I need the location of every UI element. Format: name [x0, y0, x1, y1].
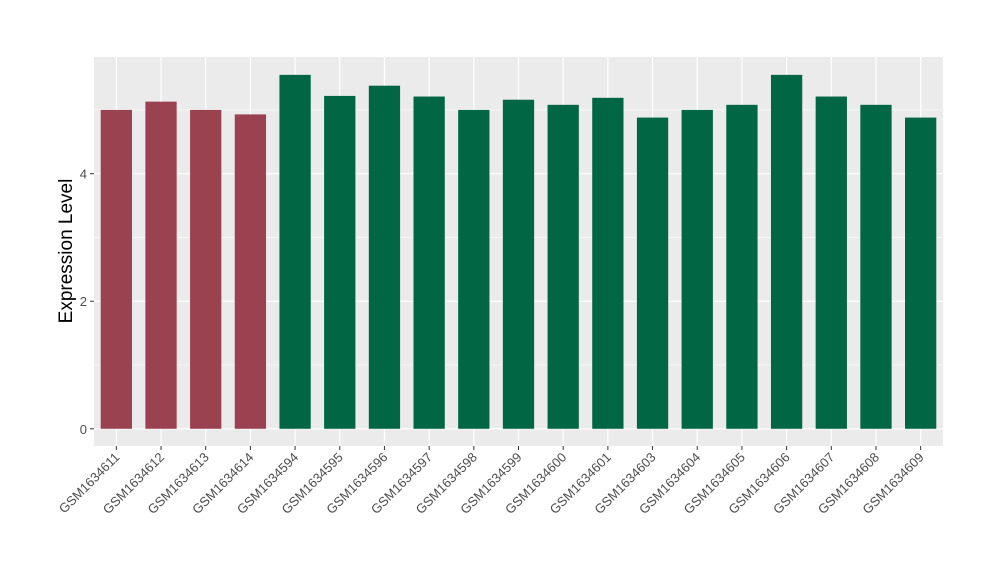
- bar-GSM1634601: [592, 97, 624, 429]
- bar-GSM1634600: [547, 104, 579, 429]
- y-tick-label: 0: [80, 422, 87, 437]
- bar-GSM1634614: [234, 114, 267, 429]
- bar-GSM1634604: [681, 109, 713, 429]
- bar-GSM1634603: [636, 117, 669, 429]
- bar-GSM1634613: [190, 109, 222, 429]
- bar-GSM1634606: [770, 74, 803, 429]
- y-tick-label: 4: [80, 167, 87, 182]
- y-tick-label: 2: [80, 294, 87, 309]
- y-axis-label: Expression Level: [56, 179, 77, 324]
- bar-GSM1634595: [324, 95, 356, 429]
- bar-GSM1634599: [502, 99, 535, 429]
- bar-GSM1634612: [145, 101, 177, 429]
- bar-GSM1634598: [458, 109, 490, 429]
- bar-GSM1634597: [413, 96, 445, 429]
- bar-GSM1634611: [100, 109, 132, 429]
- bar-GSM1634594: [279, 74, 311, 429]
- bar-GSM1634607: [815, 96, 847, 429]
- bar-GSM1634609: [905, 117, 937, 429]
- bar-GSM1634596: [368, 85, 401, 429]
- bars: [100, 74, 937, 429]
- x-axis: GSM1634611GSM1634612GSM1634613GSM1634614…: [56, 446, 927, 517]
- bar-GSM1634608: [860, 104, 892, 429]
- y-axis: 0 2 4: [80, 167, 94, 437]
- bar-GSM1634605: [726, 104, 758, 429]
